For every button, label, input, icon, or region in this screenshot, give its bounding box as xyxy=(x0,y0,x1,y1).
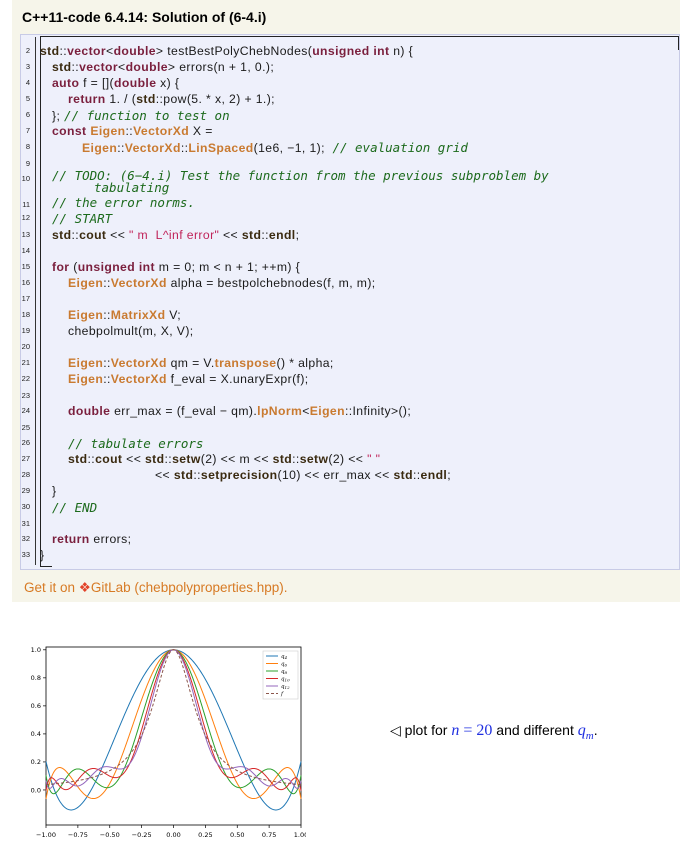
legend-label: q6 xyxy=(281,662,288,668)
legend-label: q10 xyxy=(281,677,290,683)
code-text: } xyxy=(40,548,45,562)
code-text: return errors; xyxy=(52,532,132,546)
series-line-f xyxy=(45,649,302,786)
x-tick-label: 1.00 xyxy=(294,831,306,839)
code-text: auto f = [](double x) { xyxy=(52,76,180,90)
x-tick-label: 0.00 xyxy=(166,831,180,839)
x-tick-label: −0.50 xyxy=(100,831,120,839)
code-text: std::vector<double> testBestPolyChebNode… xyxy=(40,44,414,58)
code-text: for (unsigned int m = 0; m < n + 1; ++m)… xyxy=(52,260,301,274)
code-text: Eigen::VectorXd qm = V.transpose() * alp… xyxy=(68,356,334,370)
code-text: // tabulate errors xyxy=(68,436,204,451)
x-tick-label: 0.25 xyxy=(198,831,212,839)
x-tick-label: −0.75 xyxy=(68,831,88,839)
code-text: Eigen::MatrixXd V; xyxy=(68,308,182,322)
code-text: tabulating xyxy=(94,180,170,195)
code-text: } xyxy=(52,484,57,498)
x-tick-label: 0.75 xyxy=(262,831,276,839)
code-frame xyxy=(40,36,679,567)
legend-label: f xyxy=(280,692,284,698)
gitlab-link[interactable]: Get it on ❖GitLab (chebpolyproperties.hp… xyxy=(24,580,288,595)
code-text: Eigen::VectorXd::LinSpaced(1e6, −1, 1); … xyxy=(82,140,468,155)
listing-title: C++11-code 6.4.14: Solution of (6-4.i) xyxy=(22,9,267,25)
code-text: Eigen::VectorXd alpha = bestpolchebnodes… xyxy=(68,276,376,290)
code-text: // TODO: (6−4.i) Test the function from … xyxy=(52,168,549,183)
line-number: 2 xyxy=(25,46,30,55)
code-text: double err_max = (f_eval − qm).lpNorm<Ei… xyxy=(68,404,412,418)
x-tick-label: −0.25 xyxy=(132,831,152,839)
code-text: std::vector<double> errors(n + 1, 0.); xyxy=(52,60,275,74)
legend-label: q4 xyxy=(281,654,288,660)
x-tick-label: 0.50 xyxy=(230,831,244,839)
y-tick-label: 0.8 xyxy=(31,674,41,682)
code-text: std::cout << " m L^inf error" << std::en… xyxy=(52,228,300,242)
code-text: Eigen::VectorXd f_eval = X.unaryExpr(f); xyxy=(68,372,309,386)
code-text: std::cout << std::setw(2) << m << std::s… xyxy=(68,452,381,466)
legend-box xyxy=(262,650,299,700)
legend-label: q8 xyxy=(281,669,288,675)
code-listing-box: C++11-code 6.4.14: Solution of (6-4.i) 2… xyxy=(12,0,680,602)
code-text: const Eigen::VectorXd X = xyxy=(52,124,213,138)
line-chart: −1.00 −0.75 −0.50 −0.25 0.00 0.25 0.50 0.75 1.0 0… xyxy=(31,646,306,839)
code-text: // START xyxy=(52,211,113,226)
code-text: chebpolmult(m, X, V); xyxy=(68,324,194,338)
y-tick-label: 0.0 xyxy=(31,786,41,794)
plot-caption: ◁ plot for n = 20 and different qm. xyxy=(390,722,598,742)
y-tick-label: 1.0 xyxy=(31,646,41,654)
code-text: // END xyxy=(52,500,98,515)
code-text: // the error norms. xyxy=(52,195,195,210)
x-tick-label: −1.00 xyxy=(36,831,56,839)
code-panel xyxy=(20,34,680,570)
y-tick-label: 0.2 xyxy=(31,758,41,766)
y-tick-label: 0.4 xyxy=(31,730,41,738)
gitlab-fox-icon: ❖ xyxy=(78,580,91,595)
code-text: }; // function to test on xyxy=(52,108,230,123)
y-tick-label: 0.6 xyxy=(31,702,41,710)
code-text: << std::setprecision(10) << err_max << s… xyxy=(155,468,451,482)
legend-label: q12 xyxy=(281,684,290,690)
gutter-line xyxy=(35,37,36,565)
code-text: return 1. / (std::pow(5. * x, 2) + 1.); xyxy=(68,92,275,106)
